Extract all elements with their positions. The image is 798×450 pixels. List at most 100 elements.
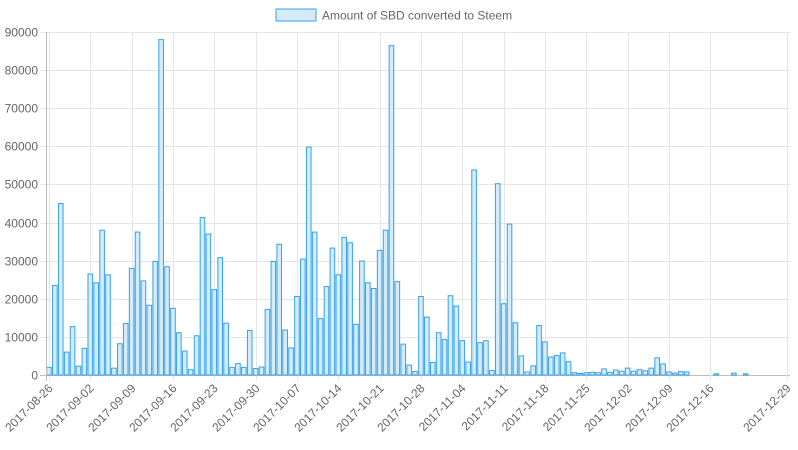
bar[interactable]	[382, 229, 389, 376]
bar[interactable]	[406, 364, 412, 376]
bar[interactable]	[99, 229, 105, 376]
bar[interactable]	[494, 183, 501, 376]
bar[interactable]	[111, 367, 117, 376]
bar[interactable]	[270, 260, 277, 376]
bar[interactable]	[152, 260, 159, 376]
bar[interactable]	[63, 351, 70, 376]
bar[interactable]	[500, 303, 507, 376]
bar[interactable]	[553, 355, 560, 376]
bar[interactable]	[477, 342, 483, 376]
bar[interactable]	[347, 242, 353, 376]
bar[interactable]	[518, 355, 525, 376]
bar[interactable]	[128, 267, 135, 376]
bar[interactable]	[69, 326, 76, 376]
bar[interactable]	[412, 371, 418, 376]
bar[interactable]	[288, 347, 294, 376]
bar[interactable]	[276, 243, 283, 376]
bar[interactable]	[305, 146, 312, 376]
bar[interactable]	[577, 372, 584, 376]
bar[interactable]	[607, 371, 613, 376]
bar[interactable]	[323, 286, 330, 376]
bar[interactable]	[300, 258, 306, 376]
bar[interactable]	[512, 322, 519, 376]
bar[interactable]	[424, 316, 430, 376]
bar[interactable]	[559, 352, 566, 376]
bar[interactable]	[122, 323, 129, 376]
bar[interactable]	[187, 369, 194, 376]
bar[interactable]	[164, 266, 170, 376]
bar[interactable]	[294, 295, 300, 376]
bar[interactable]	[642, 370, 649, 376]
bar[interactable]	[536, 324, 542, 376]
bar[interactable]	[335, 274, 342, 376]
bar[interactable]	[666, 371, 672, 376]
bar[interactable]	[506, 223, 513, 376]
bar[interactable]	[170, 307, 176, 376]
bar[interactable]	[636, 369, 643, 376]
bar[interactable]	[683, 371, 690, 376]
bar[interactable]	[618, 370, 625, 376]
bar[interactable]	[571, 372, 578, 376]
bar[interactable]	[471, 169, 477, 376]
bar[interactable]	[117, 343, 123, 376]
bar[interactable]	[489, 369, 495, 376]
bar[interactable]	[140, 280, 147, 376]
bar[interactable]	[229, 366, 235, 376]
bar[interactable]	[465, 361, 472, 376]
bar[interactable]	[441, 339, 448, 376]
bar[interactable]	[595, 372, 601, 376]
bar[interactable]	[400, 343, 407, 376]
bar[interactable]	[418, 295, 424, 376]
bar[interactable]	[317, 318, 324, 376]
bar[interactable]	[376, 249, 383, 376]
bar[interactable]	[181, 350, 188, 376]
bar[interactable]	[241, 366, 247, 376]
bar[interactable]	[217, 257, 223, 376]
bar[interactable]	[365, 282, 371, 376]
bar[interactable]	[359, 260, 365, 376]
bar[interactable]	[672, 372, 678, 376]
bar[interactable]	[105, 274, 111, 376]
bar[interactable]	[158, 39, 164, 376]
bar[interactable]	[235, 363, 241, 376]
legend[interactable]: Amount of SBD converted to Steem	[275, 8, 512, 23]
bar[interactable]	[258, 366, 265, 376]
bar[interactable]	[246, 329, 253, 376]
bar[interactable]	[353, 323, 359, 376]
bar[interactable]	[87, 273, 94, 376]
bar[interactable]	[435, 332, 442, 376]
bar[interactable]	[453, 305, 460, 376]
bar[interactable]	[199, 217, 206, 376]
bar[interactable]	[530, 365, 536, 376]
bar[interactable]	[548, 356, 554, 376]
bar[interactable]	[565, 361, 572, 376]
bar[interactable]	[211, 289, 218, 376]
bar[interactable]	[447, 295, 454, 376]
bar[interactable]	[654, 357, 660, 376]
bar[interactable]	[388, 45, 395, 376]
bar[interactable]	[341, 236, 348, 376]
bar[interactable]	[524, 371, 531, 376]
bar[interactable]	[176, 332, 182, 376]
bar[interactable]	[613, 369, 619, 376]
bar[interactable]	[742, 373, 749, 376]
bar[interactable]	[713, 373, 720, 376]
bar[interactable]	[648, 367, 655, 376]
bar[interactable]	[57, 203, 64, 376]
bar[interactable]	[542, 341, 548, 376]
bar[interactable]	[282, 329, 288, 376]
bar[interactable]	[630, 370, 637, 376]
bar[interactable]	[677, 371, 684, 376]
bar[interactable]	[81, 347, 88, 376]
bar[interactable]	[370, 287, 377, 376]
bar[interactable]	[459, 340, 466, 376]
bar[interactable]	[624, 367, 631, 376]
bar[interactable]	[134, 231, 141, 376]
bar[interactable]	[483, 340, 489, 376]
bar[interactable]	[52, 284, 58, 376]
bar[interactable]	[46, 366, 52, 376]
bar[interactable]	[311, 231, 318, 376]
bar[interactable]	[731, 372, 737, 376]
bar[interactable]	[264, 308, 271, 376]
bar[interactable]	[589, 371, 596, 376]
